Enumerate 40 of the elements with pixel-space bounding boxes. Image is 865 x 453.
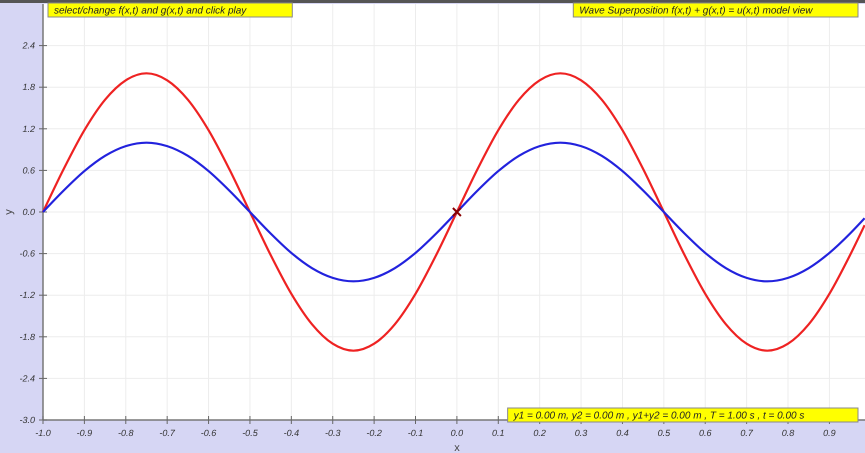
annotation: y1 = 0.00 m, y2 = 0.00 m , y1+y2 = 0.00 m , T = 1.00 s , t = 0.00 s [512,410,804,422]
x-tick-label: -0.8 [118,428,134,438]
y-tick-label: -1.8 [19,332,35,342]
annotation: select/change f(x,t) and g(x,t) and click play [54,6,248,16]
x-tick-label: -0.3 [324,428,340,438]
x-tick-label: -0.5 [242,428,259,438]
y-tick-label: 0.6 [22,165,35,176]
y-tick-label: 1.2 [22,124,35,134]
x-tick-label: 0.0 [450,428,464,438]
line-series [42,72,865,352]
x-tick-label: 0.5 [658,428,672,438]
x-tick-label: -1.0 [35,428,51,438]
y-tick-label: -1.2 [19,290,35,300]
note-box: Wave Superposition f(x,t) + g(x,t) = u(x,t) model view [572,2,858,18]
line-series [42,142,865,282]
note-box: y1 = 0.00 m, y2 = 0.00 m , y1+y2 = 0.00 m , T = 1.00 s , t = 0.00 s [507,408,858,422]
y-tick-label: 2.4 [21,40,35,51]
x-tick-label: -0.6 [200,428,216,438]
x-tick-label: -0.2 [366,428,382,438]
x-tick-label: -0.4 [284,428,300,438]
x-tick-label: 0.3 [574,428,588,438]
x-tick-label: 0.7 [740,428,754,438]
x-tick-label: 0.1 [492,428,505,438]
y-tick-label: -3.0 [19,415,35,425]
y-tick-label: -0.6 [19,248,35,259]
x-tick-label: -0.7 [159,428,176,438]
y-tick-label: 1.8 [22,82,35,92]
annotation: Wave Superposition f(x,t) + g(x,t) = u(x,t) model view [579,6,814,16]
note-box: select/change f(x,t) and g(x,t) and click play [48,2,293,18]
x-tick-label: 0.8 [782,428,794,438]
x-tick-label: 0.4 [616,428,629,438]
x-tick-label: 0.9 [823,428,836,438]
y-axis-title: y [3,208,15,215]
x-axis-title: x [454,442,460,453]
y-tick-label: 0.0 [22,207,35,217]
y-tick-label: -2.4 [19,373,35,384]
x-tick-label: -0.9 [76,428,92,438]
x-tick-label: -0.1 [408,428,424,438]
x-tick-label: 0.6 [698,428,712,438]
x-tick-label: 0.2 [533,428,546,438]
